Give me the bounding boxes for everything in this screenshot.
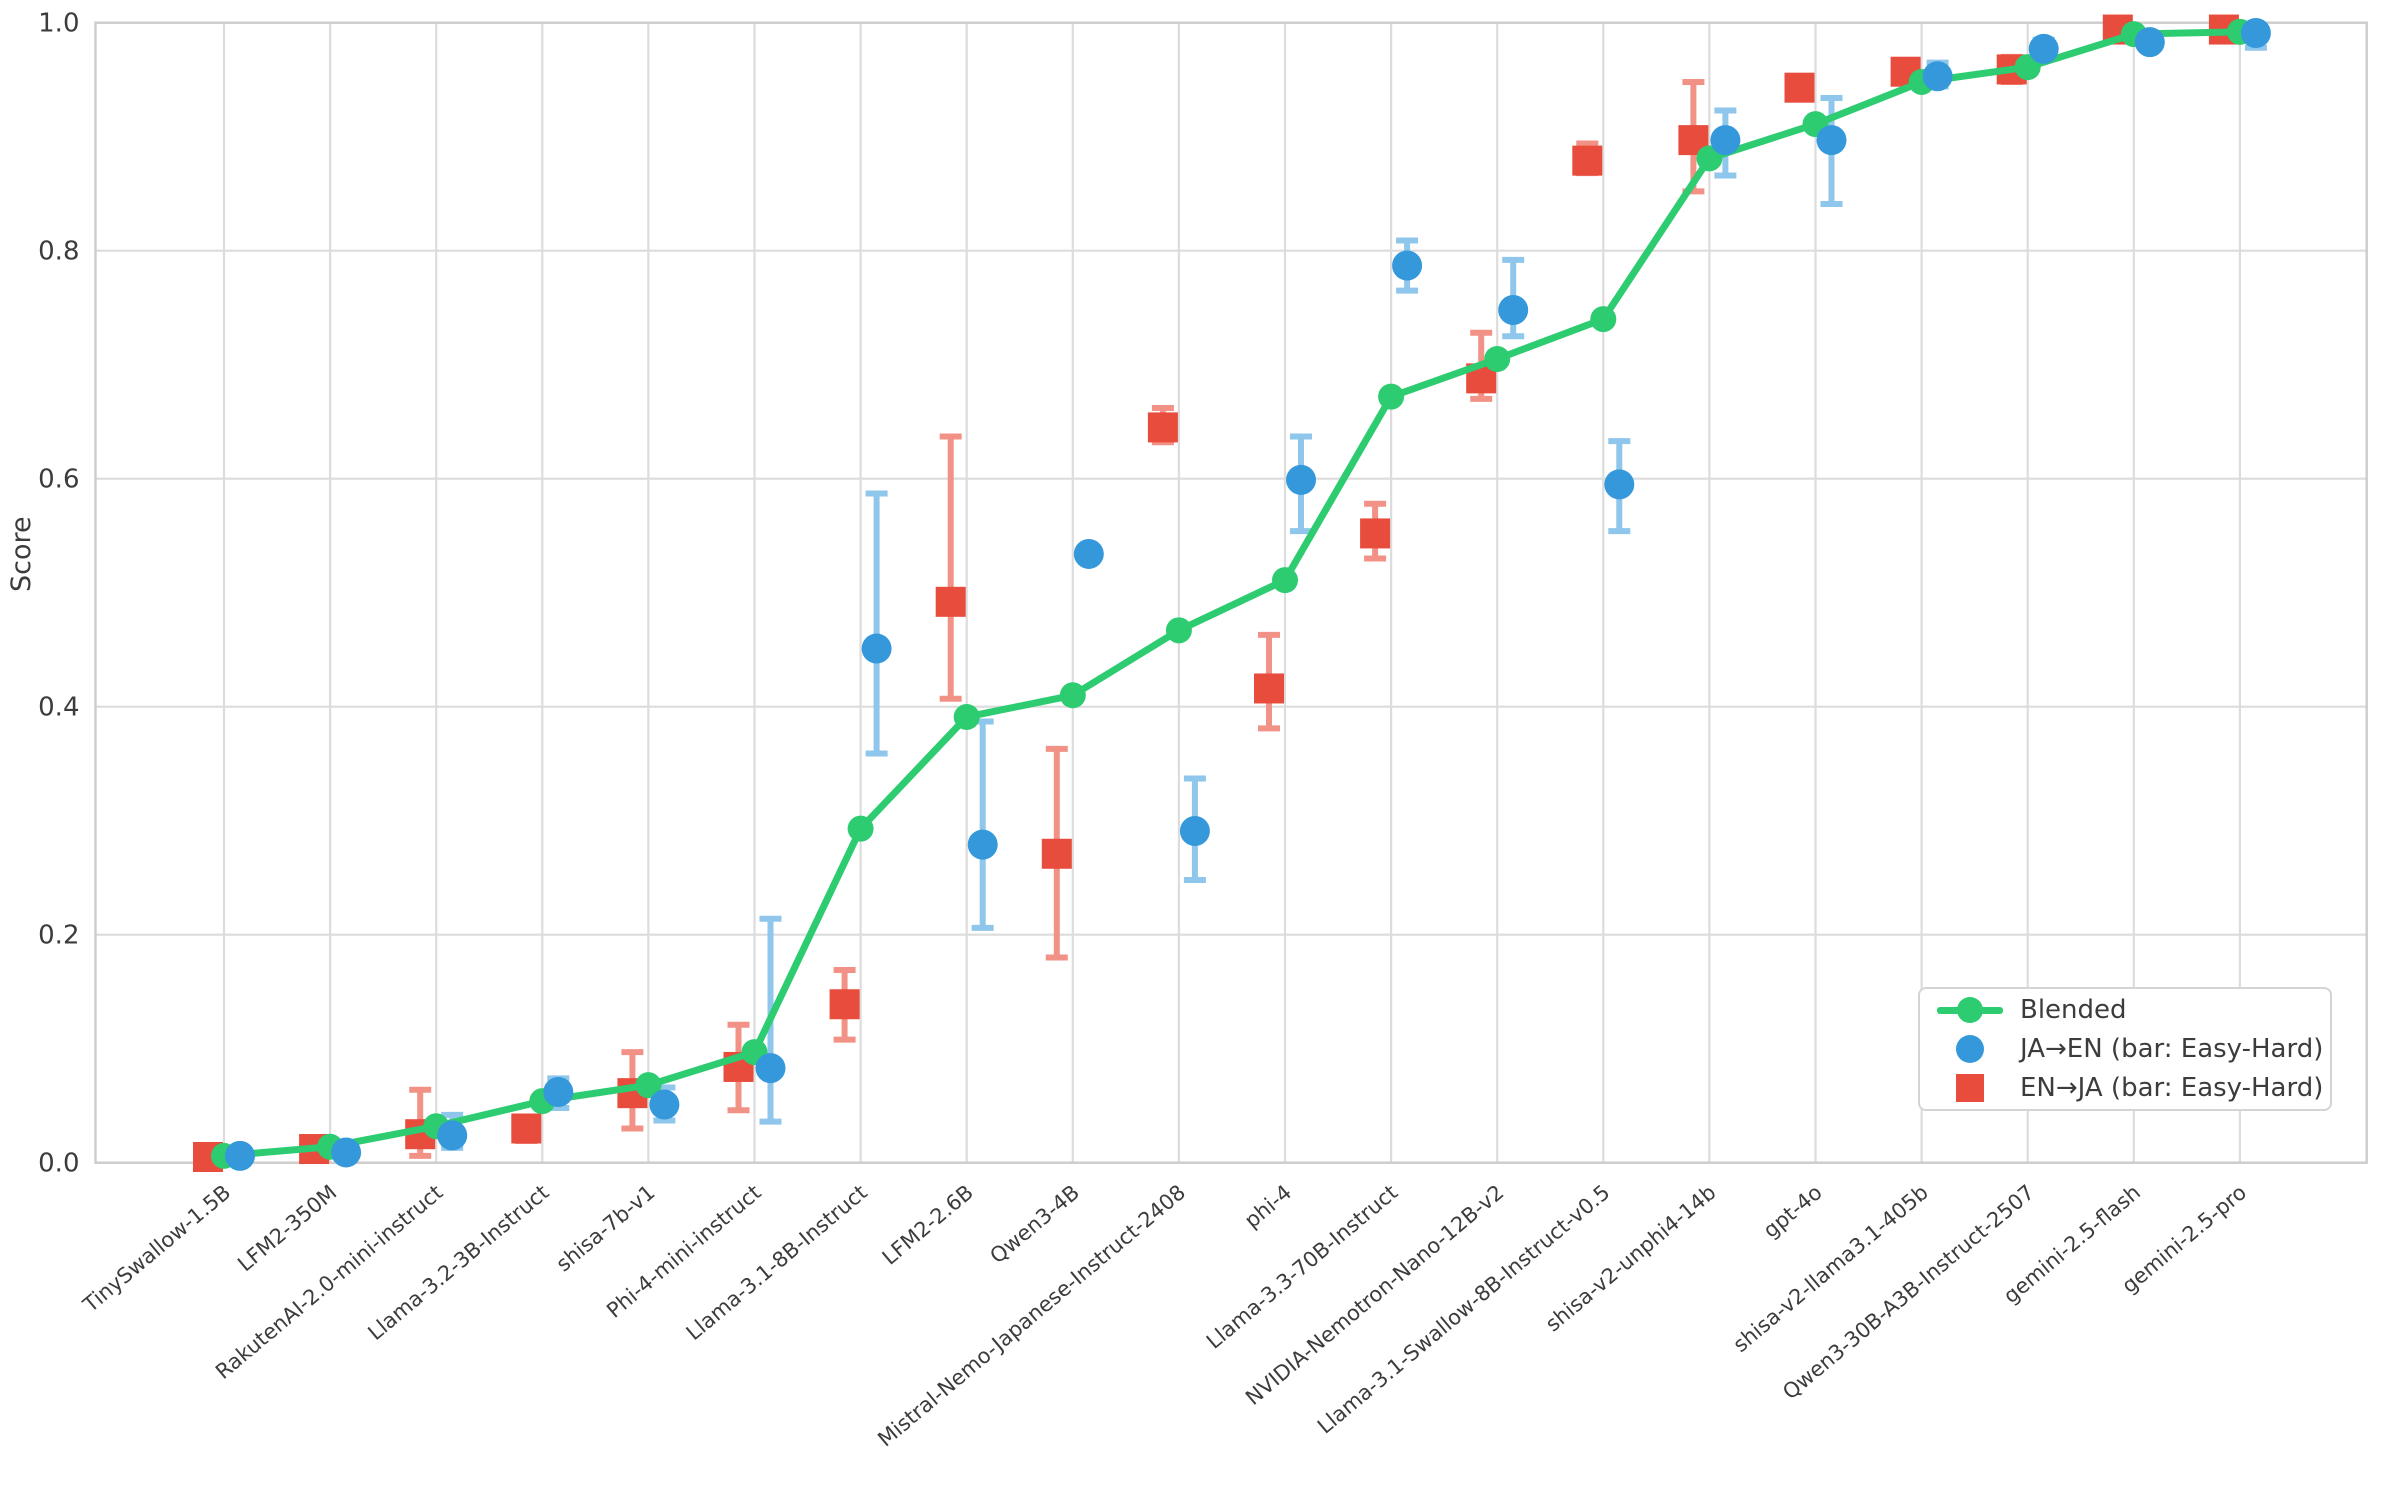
legend: Blended JA→EN (bar: Easy-Hard) EN→JA (ba… — [1918, 987, 2332, 1111]
error-bar-circle — [865, 490, 888, 757]
legend-label: EN→JA (bar: Easy-Hard) — [2020, 1073, 2324, 1103]
data-point-ja-en — [2028, 33, 2059, 64]
y-tick-label: 0.8 — [38, 237, 79, 267]
data-point-ja-en — [649, 1089, 680, 1120]
data-point-blended — [953, 703, 980, 730]
blended-line-icon — [1920, 997, 2020, 1023]
y-axis-title: Score — [6, 516, 37, 592]
data-point-ja-en — [1922, 61, 1953, 92]
data-point-blended — [1484, 346, 1511, 372]
data-point-ja-en — [437, 1120, 468, 1151]
ja-en-circle-icon — [1920, 1035, 2020, 1063]
data-point-ja-en — [1816, 125, 1847, 156]
data-point-blended — [1059, 682, 1086, 709]
data-point-blended — [847, 815, 874, 842]
data-point-ja-en — [2240, 17, 2271, 48]
data-point-ja-en — [1073, 538, 1104, 569]
data-point-en-ja — [1254, 673, 1284, 704]
x-tick-label: Llama-3.2-3B-Instruct — [363, 1180, 553, 1345]
data-point-en-ja — [1041, 838, 1072, 869]
x-tick-label: shisa-v2-unphi4-14b — [1541, 1180, 1721, 1336]
x-tick-label: shisa-7b-v1 — [552, 1180, 660, 1276]
x-tick-label: TinySwallow-1.5B — [78, 1180, 235, 1317]
x-tick-label: RakutenAI-2.0-mini-instruct — [211, 1180, 447, 1384]
data-point-ja-en — [861, 633, 892, 664]
x-tick-label: Llama-3.1-8B-Instruct — [682, 1180, 872, 1345]
data-point-en-ja — [829, 989, 860, 1020]
data-point-ja-en — [1604, 469, 1635, 500]
data-point-ja-en — [543, 1077, 574, 1108]
x-tick-label: Qwen3-4B — [985, 1180, 1084, 1268]
y-tick-label: 1.0 — [38, 9, 79, 39]
legend-item-ja-en: JA→EN (bar: Easy-Hard) — [1920, 1034, 2330, 1064]
legend-label: Blended — [2020, 995, 2127, 1025]
data-point-blended — [1272, 567, 1298, 594]
data-point-ja-en — [1179, 815, 1210, 846]
legend-item-en-ja: EN→JA (bar: Easy-Hard) — [1920, 1073, 2330, 1103]
data-point-ja-en — [2134, 27, 2165, 58]
data-point-en-ja — [1147, 412, 1178, 443]
data-point-blended — [1165, 617, 1192, 644]
data-point-ja-en — [755, 1053, 786, 1084]
data-point-en-ja — [1784, 72, 1815, 103]
data-point-blended — [2014, 54, 2041, 81]
data-point-ja-en — [967, 829, 998, 860]
y-tick-label: 0.4 — [38, 693, 79, 723]
legend-item-blended: Blended — [1920, 995, 2330, 1025]
data-point-ja-en — [331, 1137, 362, 1168]
error-bar-square — [939, 433, 962, 702]
data-point-blended — [635, 1072, 662, 1099]
x-tick-label: shisa-v2-llama3.1-405b — [1729, 1180, 1933, 1357]
axes-frame — [94, 21, 2368, 1164]
data-point-en-ja — [935, 586, 966, 617]
data-point-en-ja — [1360, 518, 1391, 549]
data-point-en-ja — [1572, 145, 1603, 176]
error-bar-circle — [971, 718, 994, 931]
x-tick-label: phi-4 — [1240, 1180, 1296, 1233]
y-tick-label: 0.0 — [38, 1149, 79, 1179]
y-tick-label: 0.2 — [38, 921, 79, 951]
data-point-ja-en — [1498, 294, 1529, 325]
legend-label: JA→EN (bar: Easy-Hard) — [2020, 1034, 2324, 1064]
x-tick-label: LFM2-350M — [233, 1180, 341, 1276]
x-tick-label: gpt-4o — [1759, 1180, 1827, 1243]
data-point-en-ja — [511, 1113, 542, 1144]
x-tick-label: LFM2-2.6B — [878, 1180, 978, 1270]
data-point-blended — [1590, 306, 1617, 333]
x-tick-label: Llama-3.3-70B-Instruct — [1202, 1180, 1402, 1354]
data-point-ja-en — [1710, 125, 1741, 156]
data-point-blended — [1696, 145, 1723, 172]
data-point-ja-en — [1392, 250, 1423, 281]
data-point-ja-en — [225, 1140, 255, 1171]
data-point-blended — [1378, 383, 1405, 410]
data-point-ja-en — [1286, 464, 1316, 495]
en-ja-square-icon — [1920, 1074, 2020, 1102]
y-tick-label: 0.6 — [38, 465, 79, 495]
